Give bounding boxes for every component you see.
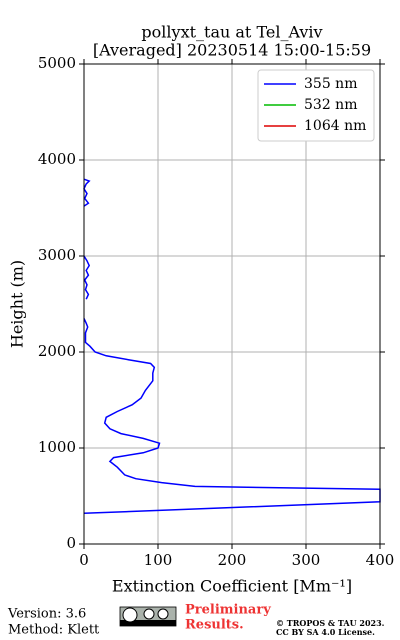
method: Method: Klett	[8, 623, 100, 638]
license: © TROPOS & TAU 2023.	[276, 618, 385, 628]
y-tick-label: 0	[66, 534, 76, 552]
version: Version: 3.6	[7, 607, 86, 622]
legend-label: 532 nm	[304, 97, 357, 113]
x-tick-label: 300	[292, 551, 321, 569]
cc-logo	[119, 606, 177, 627]
y-tick-label: 4000	[38, 150, 76, 168]
legend-box	[257, 69, 375, 142]
legend-label: 1064 nm	[304, 118, 366, 134]
preliminary: Preliminary	[185, 603, 271, 618]
chart-subtitle: [Averaged] 20230514 15:00-15:59	[93, 41, 371, 60]
y-tick-label: 5000	[38, 54, 76, 72]
y-axis-label: Height (m)	[8, 260, 27, 348]
preliminary: Results.	[185, 618, 244, 633]
chart-title: pollyxt_tau at Tel_Aviv	[141, 23, 322, 42]
x-tick-label: 200	[218, 551, 247, 569]
legend-label: 355 nm	[304, 76, 357, 92]
plot-frame	[83, 63, 381, 545]
x-tick-label: 0	[79, 551, 89, 569]
y-tick-label: 2000	[38, 342, 76, 360]
license: CC BY SA 4.0 License.	[276, 627, 375, 637]
y-tick-label: 1000	[38, 438, 76, 456]
data-line	[83, 178, 381, 515]
x-tick-label: 100	[144, 551, 173, 569]
x-tick-label: 400	[366, 551, 395, 569]
y-tick-label: 3000	[38, 246, 76, 264]
x-axis-label: Extinction Coefficient [Mm⁻¹]	[112, 577, 352, 596]
